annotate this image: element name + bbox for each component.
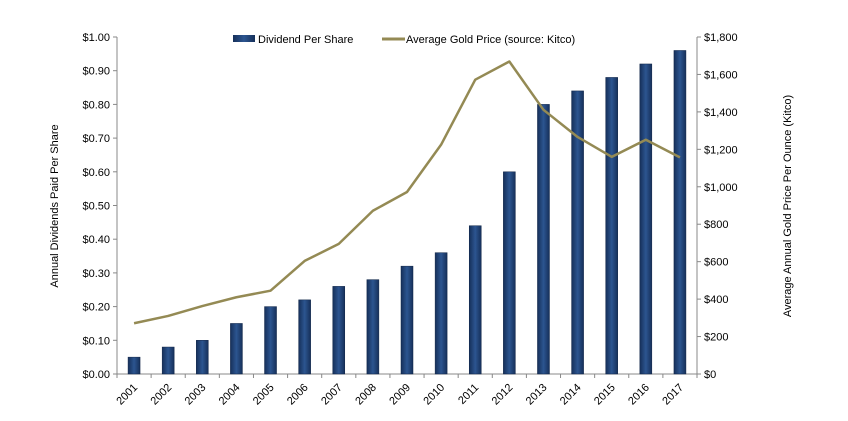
bar-2009 [400,265,414,375]
bar-2011 [468,225,482,375]
x-tick-label: 2015 [592,382,618,408]
legend: Dividend Per Share Average Gold Price (s… [233,34,575,46]
bar-2008 [366,279,380,375]
x-tick-label: 2010 [421,382,447,408]
x-tick-label: 2012 [490,382,516,408]
bar-2014 [571,90,584,375]
y-tick-label: $0.40 [82,234,110,246]
x-tick-label: 2017 [660,382,686,408]
x-tick-label: 2006 [285,382,311,408]
y-tick-label: $0.60 [82,167,110,179]
x-tick-label: 2001 [114,382,140,408]
bar-2001 [127,356,141,375]
y2-tick-label: $1,600 [704,69,738,81]
y-tick-label: $0.00 [82,369,110,381]
bar-2007 [332,286,346,375]
x-tick-label: 2004 [217,382,243,408]
bar-2002 [161,346,175,375]
x-tick-label: 2002 [148,382,174,408]
y-tick-label: $0.90 [82,66,110,78]
y-axis-label: Annual Dividends Paid Per Share [49,124,61,287]
y2-tick-label: $600 [704,257,728,269]
y2-tick-label: $1,800 [704,32,738,44]
y2-axis-label: Average Annual Gold Price Per Ounce (Kit… [782,95,794,317]
bar-2010 [434,252,448,375]
x-tick-label: 2003 [183,382,209,408]
x-tick-label: 2016 [626,382,652,408]
bar-2006 [298,299,311,375]
y-tick-label: $0.50 [82,201,110,213]
y2-tick-label: $1,000 [704,182,738,194]
legend-label-dividend: Dividend Per Share [258,34,353,46]
y-tick-label: $0.30 [82,268,110,280]
y2-tick-label: $400 [704,294,728,306]
bar-2005 [264,306,277,375]
y2-tick-label: $1,400 [704,107,738,119]
bar-2016 [639,63,653,375]
y-tick-label: $0.70 [82,133,110,145]
bar-2012 [503,171,516,375]
bar-2003 [196,340,209,375]
bar-2015 [605,77,618,375]
y-tick-label: $1.00 [82,32,110,44]
x-tick-label: 2009 [387,382,413,408]
y-tick-label: $0.10 [82,335,110,347]
y-tick-label: $0.20 [82,302,110,314]
x-tick-label: 2007 [319,382,345,408]
x-tick-label: 2011 [456,382,481,407]
y2-tick-label: $1,200 [704,144,738,156]
x-tick-label: 2005 [251,382,277,408]
x-tick-label: 2014 [558,382,584,408]
bar-2017 [673,50,687,375]
x-tick-label: 2008 [353,382,379,408]
y2-tick-label: $800 [704,219,728,231]
bar-2013 [537,104,550,375]
x-tick-label: 2013 [524,382,550,408]
legend-label-gold: Average Gold Price (source: Kitco) [406,34,575,46]
gold-price-line [133,60,681,325]
y-tick-label: $0.80 [82,99,110,111]
legend-swatch-dividend [233,35,255,42]
bar-2004 [230,323,243,375]
y2-tick-label: $200 [704,332,728,344]
y2-tick-label: $0 [704,369,716,381]
